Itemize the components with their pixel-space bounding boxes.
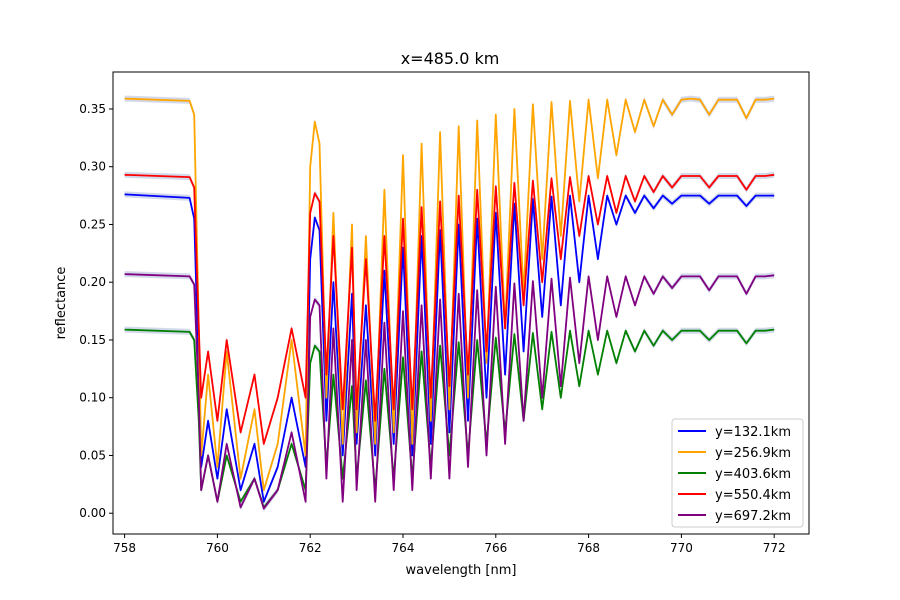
legend-label: y=403.6km	[715, 467, 791, 482]
y-tick-label: 0.25	[79, 217, 106, 231]
y-tick-label: 0.30	[79, 160, 106, 174]
y-tick-label: 0.00	[79, 506, 106, 520]
x-tick-label: 758	[113, 541, 136, 555]
y-tick-label: 0.35	[79, 102, 106, 116]
series-line	[124, 273, 775, 510]
x-tick-label: 766	[484, 541, 507, 555]
x-tick-label: 768	[577, 541, 600, 555]
x-axis: 758 760 762 764 766 768 770 772	[113, 534, 786, 555]
x-tick-label: 762	[299, 541, 322, 555]
x-axis-title: wavelength [nm]	[406, 563, 517, 578]
plot-area	[124, 95, 775, 512]
y-tick-label: 0.05	[79, 448, 106, 462]
y-tick-label: 0.20	[79, 275, 106, 289]
x-tick-label: 764	[392, 541, 415, 555]
x-tick-label: 772	[763, 541, 786, 555]
legend-box	[671, 418, 804, 528]
y-tick-label: 0.10	[79, 391, 106, 405]
chart-title: x=485.0 km	[401, 49, 500, 68]
legend-label: y=697.2km	[715, 509, 791, 524]
x-tick-label: 760	[206, 541, 229, 555]
legend-label: y=132.1km	[715, 425, 791, 440]
series-line	[124, 97, 775, 492]
series-line	[124, 173, 775, 445]
legend-label: y=256.9km	[715, 446, 791, 461]
y-tick-label: 0.15	[79, 333, 106, 347]
axes-frame	[112, 71, 810, 535]
legend: y=132.1km y=256.9km y=403.6km y=550.4km y=69…	[671, 418, 804, 528]
legend-label: y=550.4km	[715, 488, 791, 503]
series-line	[124, 193, 775, 503]
x-tick-label: 770	[670, 541, 693, 555]
y-axis-title: reflectance	[54, 267, 69, 340]
y-axis: 0.00 0.05 0.10 0.15 0.20 0.25 0.30 0.35	[79, 102, 113, 520]
